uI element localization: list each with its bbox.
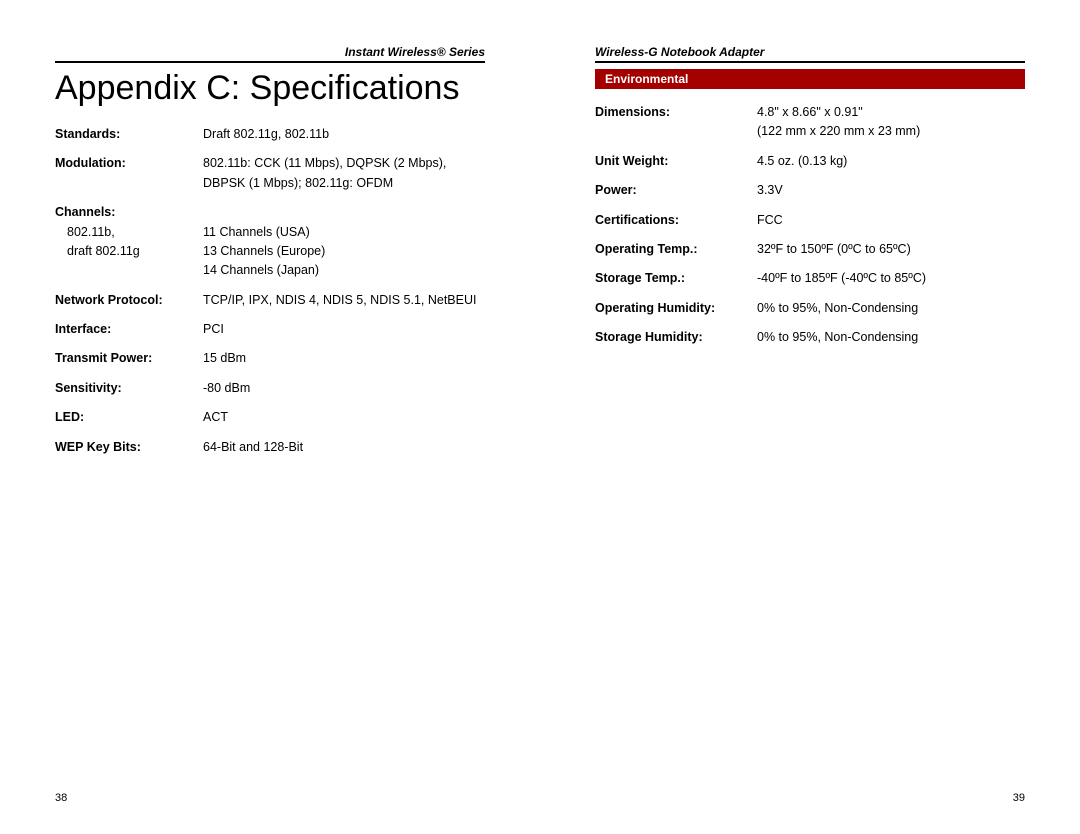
label-channels-11g: draft 802.11g — [55, 242, 203, 261]
row-txpower: Transmit Power: 15 dBm — [55, 349, 485, 368]
row-led: LED: ACT — [55, 408, 485, 427]
row-ophum: Operating Humidity: 0% to 95%, Non-Conde… — [595, 299, 1025, 318]
row-channels-head: Channels: — [55, 203, 485, 222]
row-channels-japan: 14 Channels (Japan) — [55, 261, 485, 280]
value-channels-usa: 11 Channels (USA) — [203, 223, 485, 242]
value-standards: Draft 802.11g, 802.11b — [203, 125, 485, 144]
row-interface: Interface: PCI — [55, 320, 485, 339]
left-page: Instant Wireless® Series Appendix C: Spe… — [0, 0, 540, 834]
row-power: Power: 3.3V — [595, 181, 1025, 200]
appendix-title: Appendix C: Specifications — [55, 71, 485, 105]
row-sthum: Storage Humidity: 0% to 95%, Non-Condens… — [595, 328, 1025, 347]
label-sthum: Storage Humidity: — [595, 328, 757, 347]
label-cert: Certifications: — [595, 211, 757, 230]
label-channels-11b: 802.11b, — [55, 223, 203, 242]
right-header: Wireless-G Notebook Adapter — [595, 45, 1025, 59]
label-led: LED: — [55, 408, 203, 427]
value-protocol: TCP/IP, IPX, NDIS 4, NDIS 5, NDIS 5.1, N… — [203, 291, 485, 310]
row-optemp: Operating Temp.: 32ºF to 150ºF (0ºC to 6… — [595, 240, 1025, 259]
environmental-section-bar: Environmental — [595, 69, 1025, 89]
left-header: Instant Wireless® Series — [55, 45, 485, 59]
row-cert: Certifications: FCC — [595, 211, 1025, 230]
value-sttemp: -40ºF to 185ºF (-40ºC to 85ºC) — [757, 269, 1025, 288]
value-sthum: 0% to 95%, Non-Condensing — [757, 328, 1025, 347]
left-divider — [55, 61, 485, 63]
row-sttemp: Storage Temp.: -40ºF to 185ºF (-40ºC to … — [595, 269, 1025, 288]
row-sensitivity: Sensitivity: -80 dBm — [55, 379, 485, 398]
value-cert: FCC — [757, 211, 1025, 230]
value-led: ACT — [203, 408, 485, 427]
value-channels-blank — [203, 203, 485, 222]
label-sttemp: Storage Temp.: — [595, 269, 757, 288]
value-channels-europe: 13 Channels (Europe) — [203, 242, 485, 261]
label-weight: Unit Weight: — [595, 152, 757, 171]
left-spec-table: Standards: Draft 802.11g, 802.11b Modula… — [55, 125, 485, 457]
label-txpower: Transmit Power: — [55, 349, 203, 368]
label-power: Power: — [595, 181, 757, 200]
row-protocol: Network Protocol: TCP/IP, IPX, NDIS 4, N… — [55, 291, 485, 310]
row-standards: Standards: Draft 802.11g, 802.11b — [55, 125, 485, 144]
row-channels-11g: draft 802.11g 13 Channels (Europe) — [55, 242, 485, 261]
value-txpower: 15 dBm — [203, 349, 485, 368]
label-interface: Interface: — [55, 320, 203, 339]
row-modulation: Modulation: 802.11b: CCK (11 Mbps), DQPS… — [55, 154, 485, 193]
value-sensitivity: -80 dBm — [203, 379, 485, 398]
label-standards: Standards: — [55, 125, 203, 144]
row-dimensions: Dimensions: 4.8" x 8.66" x 0.91" (122 mm… — [595, 103, 1025, 142]
value-interface: PCI — [203, 320, 485, 339]
label-sensitivity: Sensitivity: — [55, 379, 203, 398]
label-channels: Channels: — [55, 203, 203, 222]
value-dimensions: 4.8" x 8.66" x 0.91" (122 mm x 220 mm x … — [757, 103, 1025, 142]
value-power: 3.3V — [757, 181, 1025, 200]
value-channels-japan: 14 Channels (Japan) — [203, 261, 485, 280]
label-optemp: Operating Temp.: — [595, 240, 757, 259]
label-dimensions: Dimensions: — [595, 103, 757, 142]
value-ophum: 0% to 95%, Non-Condensing — [757, 299, 1025, 318]
value-weight: 4.5 oz. (0.13 kg) — [757, 152, 1025, 171]
row-channels-11b: 802.11b, 11 Channels (USA) — [55, 223, 485, 242]
right-page: Wireless-G Notebook Adapter Environmenta… — [540, 0, 1080, 834]
right-spec-table: Dimensions: 4.8" x 8.66" x 0.91" (122 mm… — [595, 103, 1025, 347]
label-modulation: Modulation: — [55, 154, 203, 193]
label-wep: WEP Key Bits: — [55, 438, 203, 457]
right-page-number: 39 — [1013, 792, 1025, 804]
left-page-number: 38 — [55, 792, 67, 804]
label-channels-blank — [55, 261, 203, 280]
row-weight: Unit Weight: 4.5 oz. (0.13 kg) — [595, 152, 1025, 171]
value-optemp: 32ºF to 150ºF (0ºC to 65ºC) — [757, 240, 1025, 259]
value-wep: 64-Bit and 128-Bit — [203, 438, 485, 457]
row-wep: WEP Key Bits: 64-Bit and 128-Bit — [55, 438, 485, 457]
value-modulation: 802.11b: CCK (11 Mbps), DQPSK (2 Mbps), … — [203, 154, 485, 193]
label-ophum: Operating Humidity: — [595, 299, 757, 318]
right-divider — [595, 61, 1025, 63]
label-protocol: Network Protocol: — [55, 291, 203, 310]
